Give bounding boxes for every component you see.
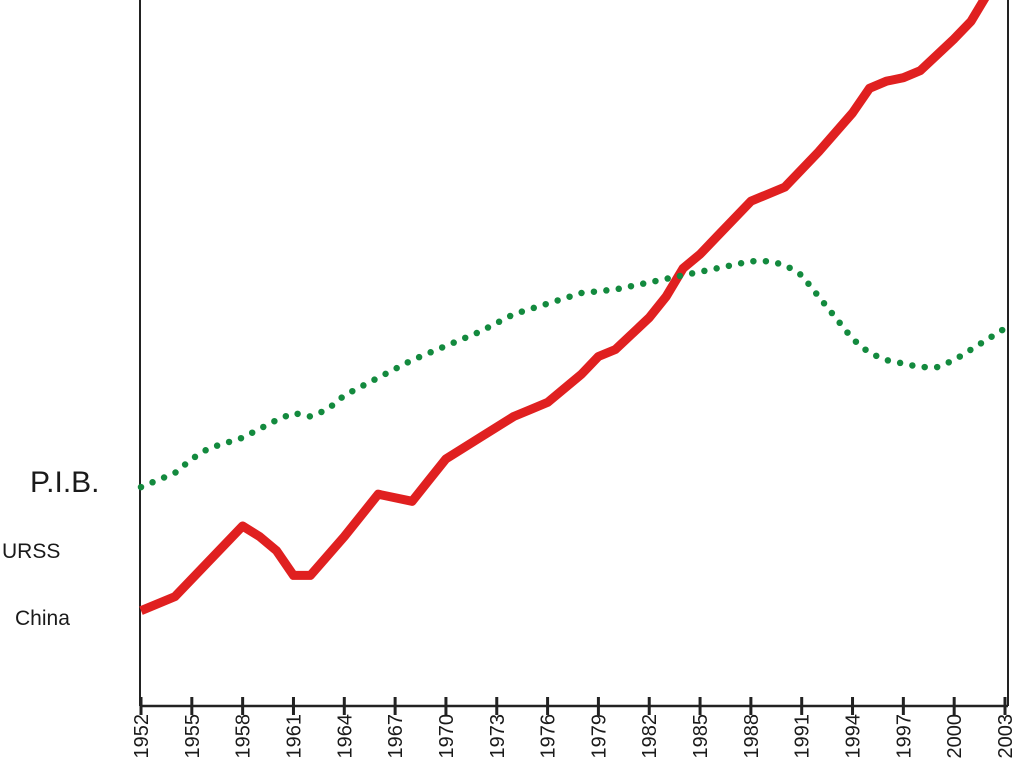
x-tick-label-1961: 1961 — [283, 714, 305, 759]
x-tick-label-1970: 1970 — [436, 714, 458, 759]
x-tick-label-1982: 1982 — [639, 714, 661, 759]
x-tick-label-2003: 2003 — [995, 714, 1017, 759]
x-tick-label-1985: 1985 — [690, 714, 712, 759]
x-tick-label-1976: 1976 — [538, 714, 560, 759]
x-tick-label-1964: 1964 — [334, 714, 356, 759]
x-tick-label-1955: 1955 — [182, 714, 204, 759]
series-line-urss — [137, 257, 1009, 491]
x-tick-label-1988: 1988 — [741, 714, 763, 759]
x-tick-label-1997: 1997 — [893, 714, 915, 759]
x-tick-label-1958: 1958 — [233, 714, 255, 759]
x-tick-label-2000: 2000 — [944, 714, 966, 759]
legend-label-urss: URSS — [2, 540, 61, 563]
x-tick-label-1952: 1952 — [131, 714, 153, 759]
legend-label-china: China — [15, 607, 70, 630]
series-line-china — [139, 0, 990, 615]
x-tick-label-1967: 1967 — [385, 714, 407, 759]
x-tick-label-1994: 1994 — [843, 714, 865, 759]
x-tick-label-1973: 1973 — [487, 714, 509, 759]
chart-title: P.I.B. — [30, 466, 100, 499]
x-tick-label-1991: 1991 — [792, 714, 814, 759]
x-tick-label-1979: 1979 — [588, 714, 610, 759]
